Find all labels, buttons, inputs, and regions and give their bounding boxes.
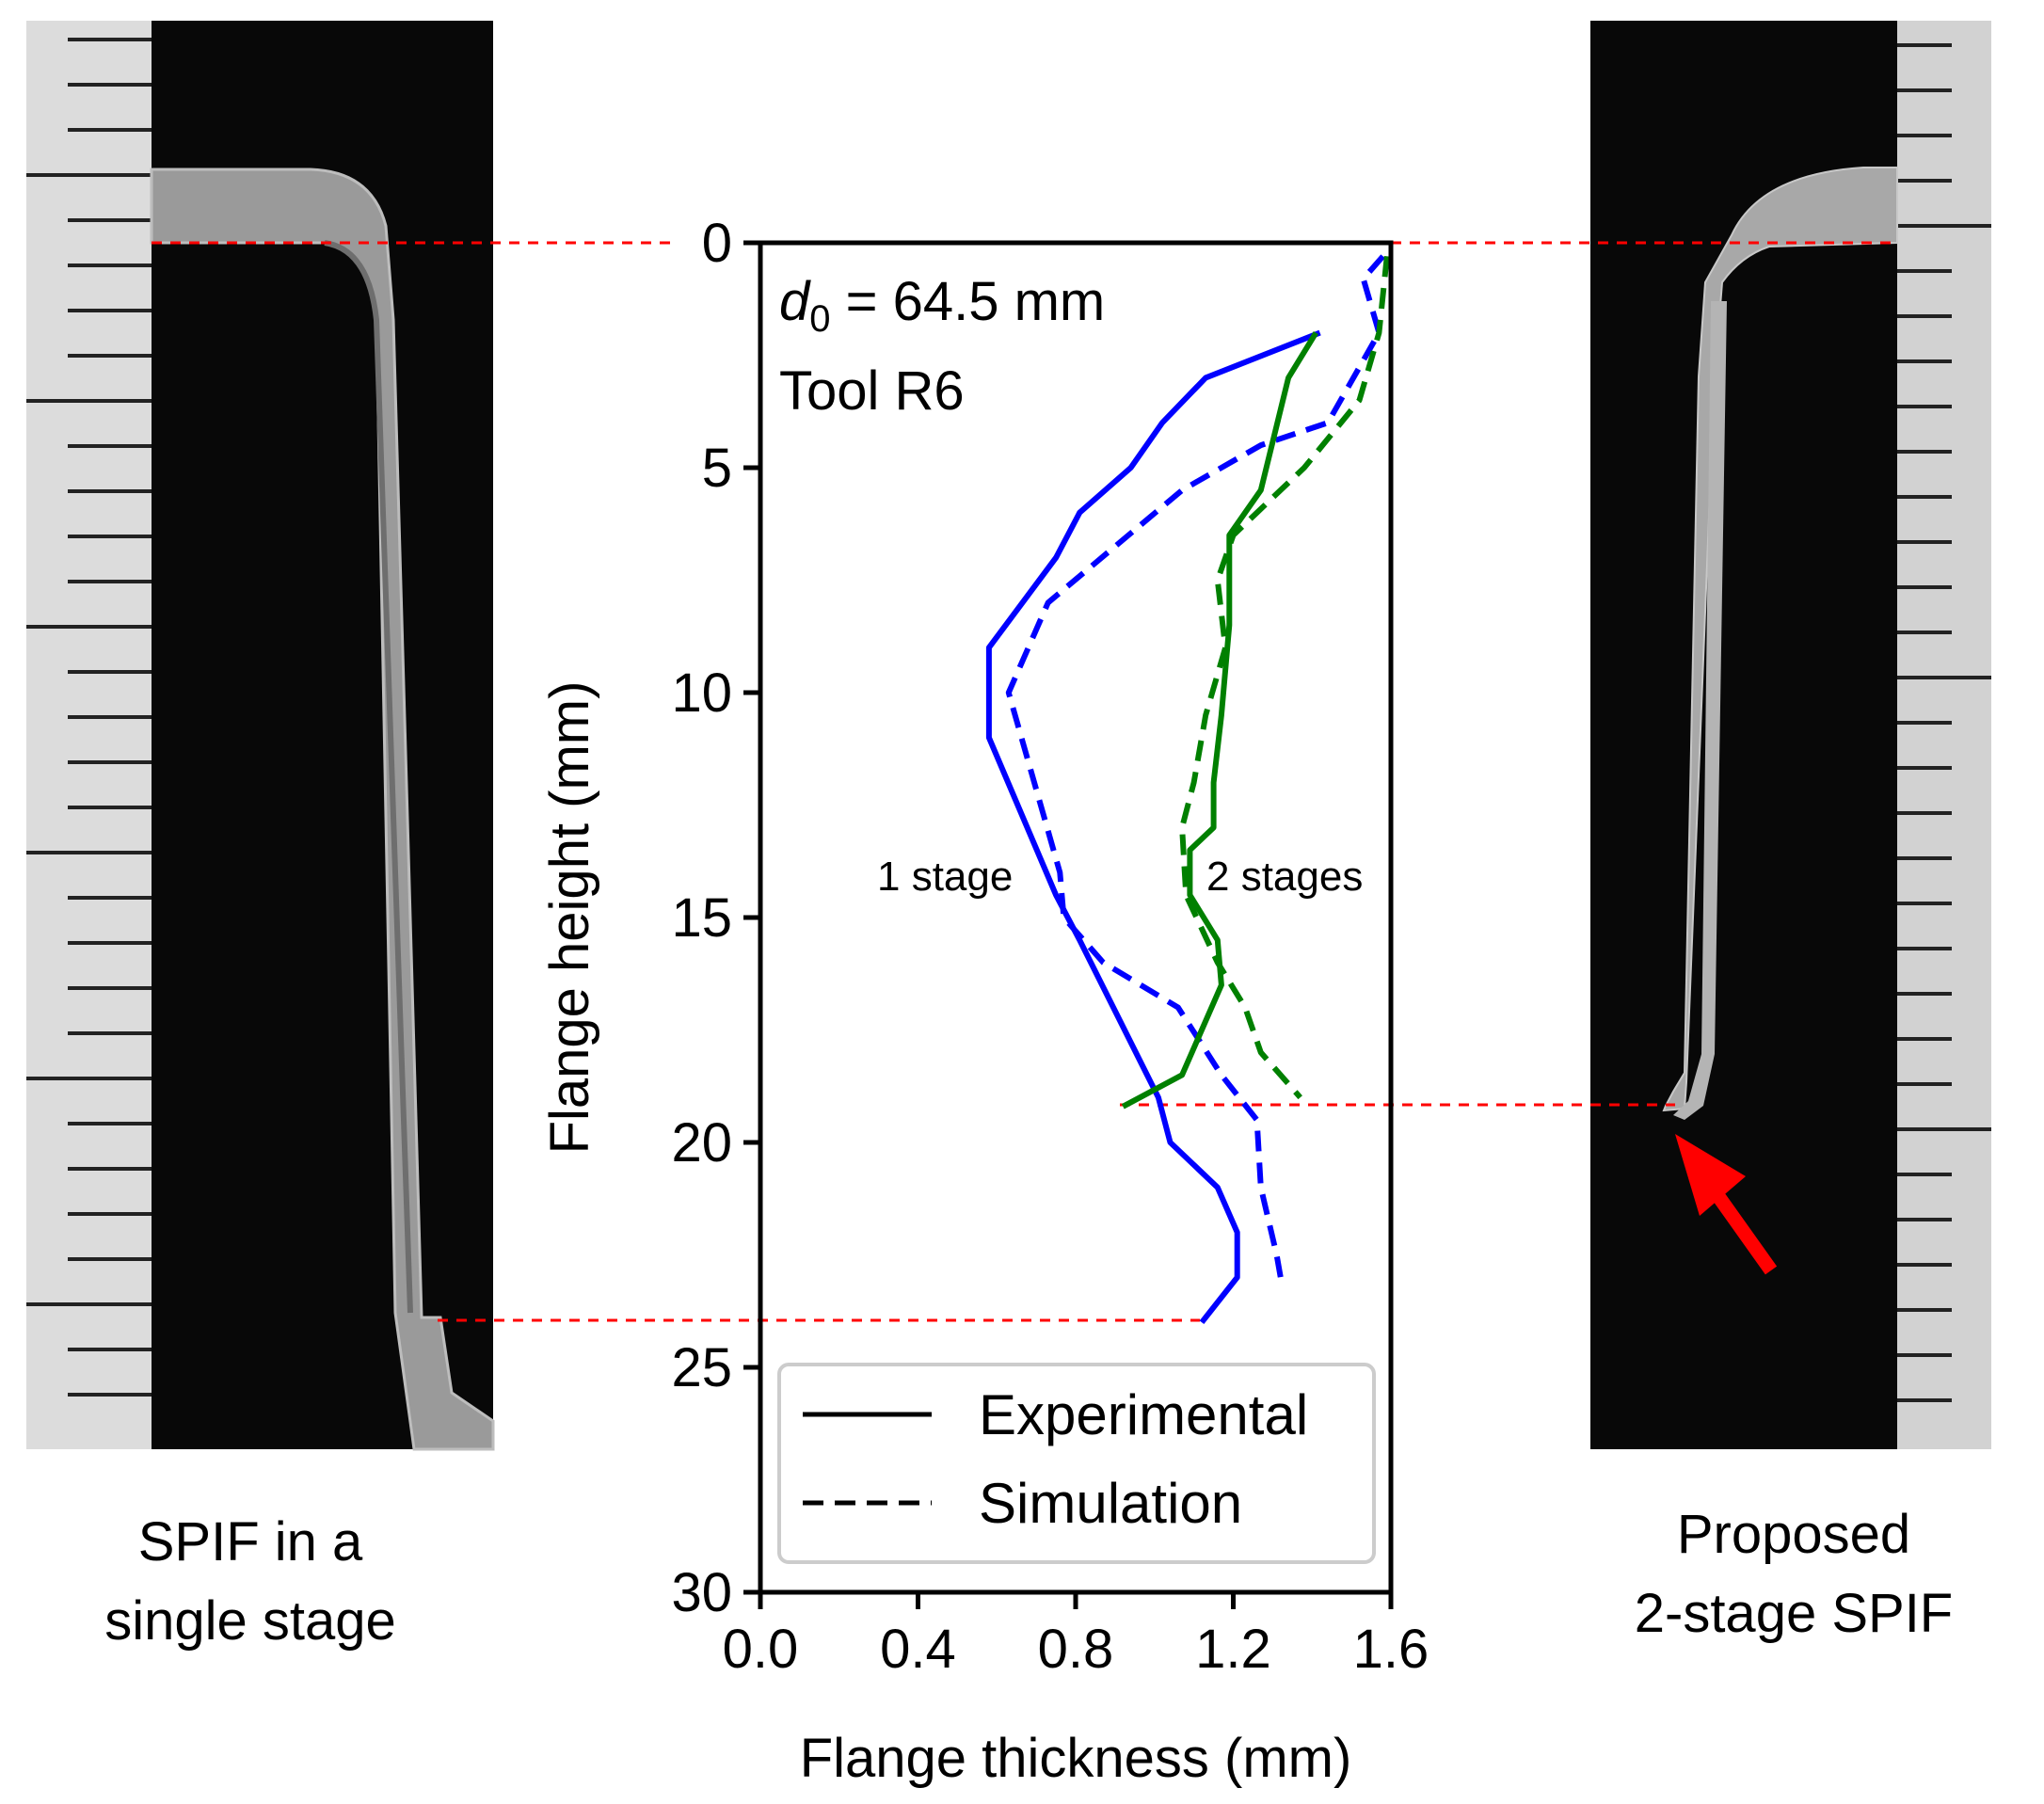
red-arrow-icon: [1675, 1134, 1778, 1275]
y-tick-label: 5: [702, 438, 732, 499]
left-caption-line-2: single stage: [104, 1590, 396, 1652]
left-caption-line-1: SPIF in a: [138, 1511, 363, 1573]
right-caption-line-2: 2-stage SPIF: [1635, 1583, 1953, 1644]
right-flange-wall: [1673, 301, 1727, 1120]
y-axis-label: Flange height (mm): [539, 681, 600, 1155]
y-tick-label: 25: [671, 1337, 732, 1398]
x-tick-label: 0.0: [723, 1619, 799, 1680]
right-flange-profile: [1662, 167, 1898, 1112]
tick-layer: 0.0 0.4 0.8 1.2 1.6 0 5 10 15 20 25 30: [671, 213, 1429, 1680]
series-line-one-stage-experimental: [985, 329, 1321, 1325]
label-two-stages: 2 stages: [1206, 854, 1363, 900]
legend-label-simulation: Simulation: [979, 1472, 1242, 1535]
left-ruler: [26, 21, 152, 1449]
x-tick-label: 0.4: [880, 1619, 956, 1680]
chart: 0.0 0.4 0.8 1.2 1.6 0 5 10 15 20 25 30 d0 = 64.5 mm…: [539, 213, 1429, 1789]
guide-lines: [152, 241, 1897, 1322]
y-tick-label: 10: [671, 663, 732, 724]
x-tick-label: 1.6: [1353, 1619, 1429, 1680]
x-axis-label: Flange thickness (mm): [800, 1728, 1352, 1789]
series-line-two-stages-experimental: [1121, 331, 1318, 1110]
right-ruler: [1897, 21, 1991, 1449]
right-ruler-ticks: [1897, 43, 1991, 1402]
x-tick-label: 0.8: [1038, 1619, 1114, 1680]
series-line-one-stage-simulation: [1005, 254, 1385, 1278]
x-tick-label: 1.2: [1195, 1619, 1271, 1680]
left-photo: [26, 21, 495, 1451]
annotation-diameter: d0 = 64.5 mm: [779, 271, 1105, 340]
y-tick-label: 30: [671, 1562, 732, 1623]
series-line-two-stages-simulation: [1179, 255, 1390, 1100]
right-caption: Proposed 2-stage SPIF: [1635, 1504, 1953, 1644]
y-tick-label: 0: [702, 213, 732, 274]
series-layer: [985, 254, 1390, 1325]
right-caption-line-1: Proposed: [1677, 1504, 1910, 1565]
label-one-stage: 1 stage: [877, 854, 1013, 900]
left-ruler-ticks: [26, 38, 152, 1397]
y-tick-label: 15: [671, 887, 732, 949]
left-flange-edge: [324, 240, 413, 1314]
y-tick-label: 20: [671, 1112, 732, 1173]
right-photo: [1590, 21, 1991, 1449]
legend-label-experimental: Experimental: [979, 1383, 1308, 1446]
left-caption: SPIF in a single stage: [104, 1511, 396, 1652]
legend: Experimental Simulation: [777, 1363, 1376, 1564]
annotation-tool: Tool R6: [779, 360, 965, 422]
